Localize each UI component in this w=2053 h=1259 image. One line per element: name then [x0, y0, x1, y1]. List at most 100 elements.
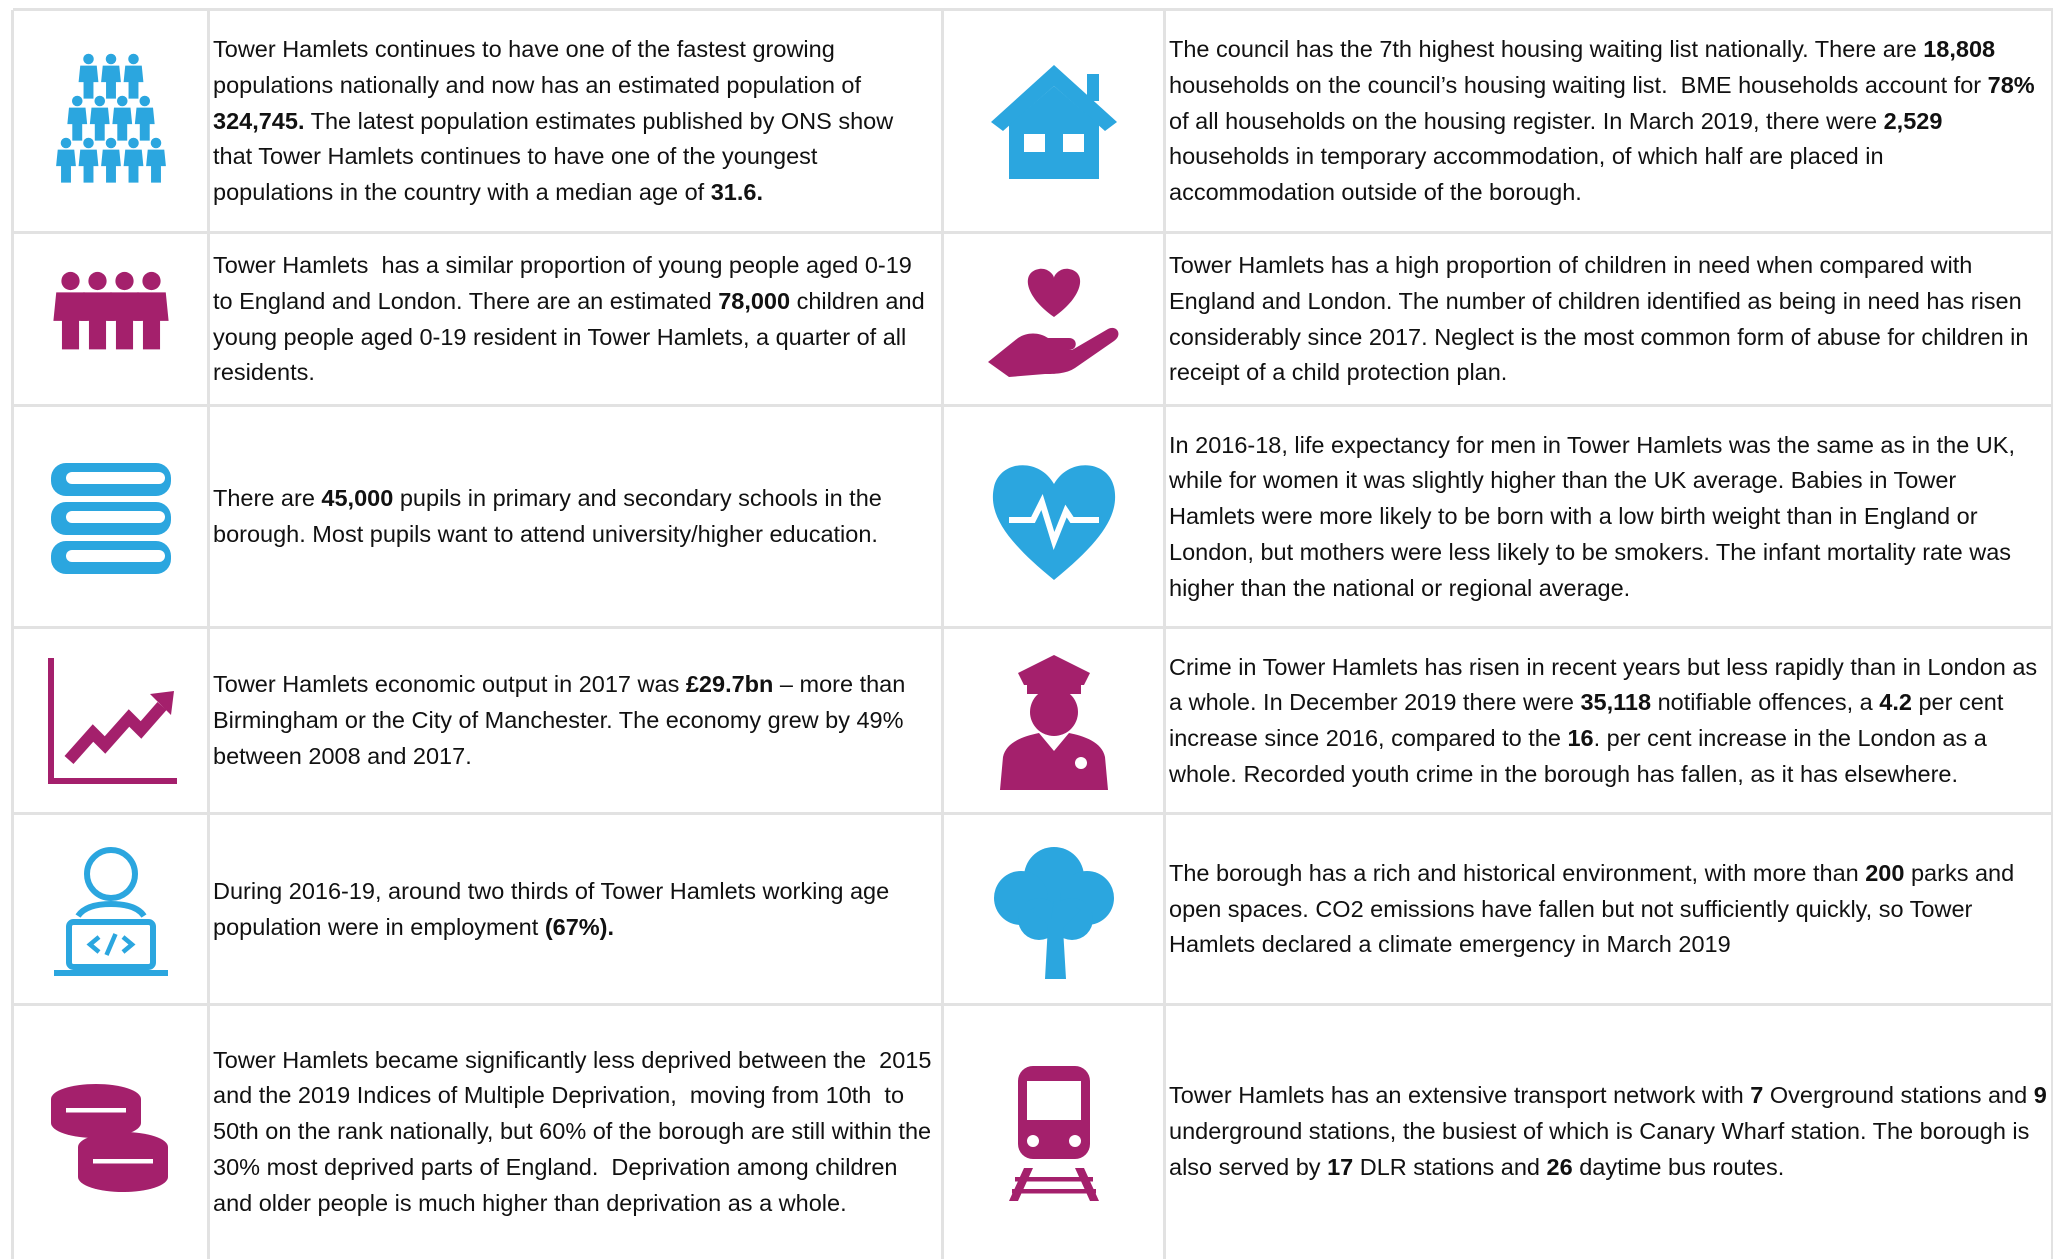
paragraph: During 2016-19, around two thirds of Tow…: [213, 874, 937, 945]
bold-text: 324,745.: [213, 107, 305, 134]
icon-cell: [13, 814, 209, 1005]
text-cell: Tower Hamlets has a high proportion of c…: [1165, 233, 2053, 406]
young-people-icon: [53, 271, 169, 349]
paragraph: Tower Hamlets has a high proportion of c…: [1169, 248, 2047, 391]
icon-cell: [943, 233, 1165, 406]
bold-text: 31.6.: [710, 179, 764, 206]
bold-text: 200: [1865, 859, 1905, 886]
cell-border: [13, 404, 2053, 407]
icon-cell: [13, 406, 209, 628]
icon-cell: [13, 233, 209, 406]
bold-text: 78%: [1987, 71, 2035, 98]
bold-text: (67%).: [544, 913, 615, 940]
text: Tower Hamlets has an extensive transport…: [1169, 1082, 1751, 1109]
books-icon: [51, 463, 171, 574]
text: The latest population estimates publishe…: [213, 107, 900, 206]
paragraph: Tower Hamlets economic output in 2017 wa…: [213, 667, 937, 774]
text: Crime in Tower Hamlets has risen in rece…: [1169, 653, 2044, 716]
text: underground stations, the busiest of whi…: [1169, 1082, 2053, 1180]
text-cell: Tower Hamlets has an extensive transport…: [1165, 1005, 2053, 1259]
bold-text: 17: [1327, 1153, 1354, 1180]
paragraph: There are 45,000 pupils in primary and s…: [213, 481, 937, 552]
care-icon: [988, 268, 1119, 377]
text-cell: The council has the 7th highest housing …: [1165, 10, 2053, 233]
text: The borough has a rich and historical en…: [1169, 859, 1866, 886]
growth-chart-icon: [48, 658, 177, 784]
text-cell: Tower Hamlets continues to have one of t…: [209, 10, 943, 233]
icon-cell: [13, 628, 209, 814]
text: notifiable offences, a: [1651, 689, 1880, 716]
icon-cell: [943, 814, 1165, 1005]
text: daytime bus routes.: [1572, 1153, 1785, 1180]
text: The council has the 7th highest housing …: [1169, 36, 1924, 63]
police-icon: [1000, 655, 1108, 790]
paragraph: Crime in Tower Hamlets has risen in rece…: [1169, 650, 2047, 793]
bold-text: 26: [1546, 1153, 1573, 1180]
icon-cell: [943, 1005, 1165, 1259]
employee-icon: [54, 846, 168, 976]
heart-pulse-icon: [992, 465, 1116, 580]
text: Tower Hamlets has a high proportion of c…: [1169, 252, 2036, 386]
paragraph: The council has the 7th highest housing …: [1169, 32, 2047, 211]
text: Tower Hamlets economic output in 2017 wa…: [213, 671, 686, 698]
bold-text: 9: [2033, 1082, 2047, 1109]
cell-border: [2051, 10, 2053, 1259]
text: Tower Hamlets has a similar proportion o…: [213, 252, 919, 314]
bold-text: 16: [1567, 725, 1594, 751]
bold-text: 4.2: [1879, 689, 1912, 716]
bold-text: 2,529: [1883, 107, 1943, 134]
text: Tower Hamlets continues to have one of t…: [213, 36, 868, 98]
text: . per cent increase in the London as a w…: [1169, 725, 1994, 787]
text: DLR stations and: [1353, 1153, 1547, 1180]
text: Tower Hamlets became significantly less …: [213, 1046, 938, 1216]
bold-text: 78,000: [718, 287, 791, 314]
text-cell: Tower Hamlets economic output in 2017 wa…: [209, 628, 943, 814]
text: households on the council’s housing wait…: [1169, 36, 2002, 98]
icon-cell: [943, 628, 1165, 814]
text: pupils in primary and secondary schools …: [213, 485, 889, 547]
tree-icon: [994, 846, 1114, 979]
paragraph: Tower Hamlets continues to have one of t…: [213, 32, 937, 211]
icon-cell: [13, 1005, 209, 1259]
text-cell: The borough has a rich and historical en…: [1165, 814, 2053, 1005]
cell-border: [13, 626, 2053, 629]
bold-text: 45,000: [321, 485, 394, 512]
cell-border: [13, 1003, 2053, 1006]
text: of all households on the housing registe…: [1169, 71, 2042, 134]
text: Overground stations and: [1763, 1082, 2034, 1109]
icon-cell: [943, 406, 1165, 628]
bold-text: 7: [1750, 1082, 1764, 1109]
text: – more than Birmingham or the City of Ma…: [213, 671, 912, 769]
bold-text: 18,808: [1923, 36, 1996, 63]
bold-text: 35,118: [1580, 689, 1652, 716]
icon-cell: [943, 10, 1165, 233]
cell-border: [941, 10, 944, 1259]
text-cell: Crime in Tower Hamlets has risen in rece…: [1165, 628, 2053, 814]
text: There are: [213, 485, 322, 512]
text: During 2016-19, around two thirds of Tow…: [213, 877, 896, 940]
paragraph: Tower Hamlets has an extensive transport…: [1169, 1078, 2047, 1185]
cell-border: [13, 812, 2053, 815]
text-cell: In 2016-18, life expectancy for men in T…: [1165, 406, 2053, 628]
icon-cell: [13, 10, 209, 233]
train-icon: [1009, 1066, 1099, 1201]
text: per cent increase since 2016, compared t…: [1169, 689, 2010, 751]
paragraph: The borough has a rich and historical en…: [1169, 856, 2047, 963]
house-icon: [991, 64, 1117, 179]
text: households in temporary accommodation, o…: [1169, 107, 1949, 206]
text-cell: Tower Hamlets has a similar proportion o…: [209, 233, 943, 406]
cell-border: [13, 8, 2053, 11]
cell-border: [11, 10, 14, 1259]
paragraph: In 2016-18, life expectancy for men in T…: [1169, 428, 2047, 607]
text-cell: Tower Hamlets became significantly less …: [209, 1005, 943, 1259]
coins-icon: [51, 1084, 168, 1192]
paragraph: Tower Hamlets has a similar proportion o…: [213, 248, 937, 391]
text-cell: During 2016-19, around two thirds of Tow…: [209, 814, 943, 1005]
bold-text: £29.7bn: [685, 671, 774, 698]
population-icon: [56, 53, 166, 183]
text: children and young people aged 0-19 resi…: [213, 287, 932, 386]
text-cell: There are 45,000 pupils in primary and s…: [209, 406, 943, 628]
text: parks and open spaces. CO2 emissions hav…: [1169, 859, 2021, 958]
cell-border: [1163, 10, 1166, 1259]
